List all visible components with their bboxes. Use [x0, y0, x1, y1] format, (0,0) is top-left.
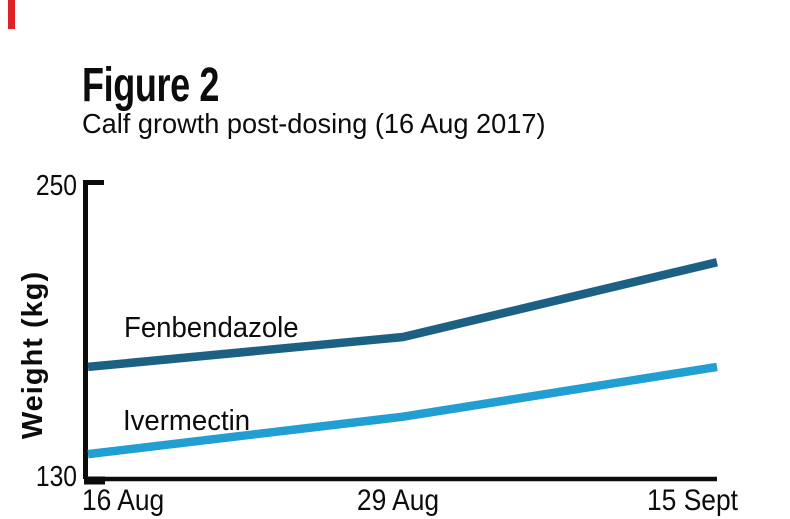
x-tick-label-16-aug: 16 Aug: [82, 484, 165, 517]
figure-subtitle: Calf growth post-dosing (16 Aug 2017): [82, 108, 546, 139]
red-accent-bar: [8, 0, 15, 29]
series-line-ivermectin: [87, 362, 718, 459]
y-tick-label-130: 130: [35, 461, 77, 493]
series-label-fenbendazole: Fenbendazole: [124, 312, 299, 344]
y-tick-label-250: 250: [35, 170, 77, 202]
axis-corner-tick: [84, 476, 105, 485]
x-tick-label-29-aug: 29 Aug: [356, 484, 440, 517]
series-line-fenbendazole: [87, 258, 718, 372]
figure-title: Figure 2: [82, 59, 220, 112]
x-tick-label-15-sept: 15 Sept: [647, 484, 739, 517]
series-label-ivermectin: Ivermectin: [123, 405, 251, 437]
